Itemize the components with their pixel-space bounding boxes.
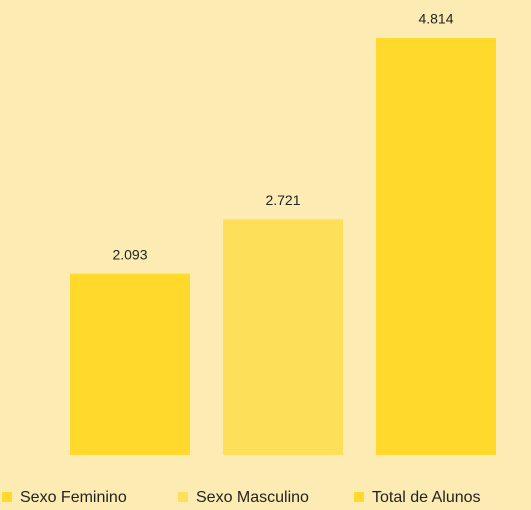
bar <box>376 38 496 455</box>
bar <box>223 219 343 455</box>
legend-label: Total de Alunos <box>372 489 481 506</box>
legend-label: Sexo Masculino <box>196 489 309 506</box>
legend-swatch <box>178 492 188 502</box>
legend-swatch <box>2 492 12 502</box>
bar <box>70 273 190 455</box>
legend-swatch <box>354 492 364 502</box>
data-label: 2.721 <box>265 192 300 208</box>
data-label: 2.093 <box>112 246 147 262</box>
data-label: 4.814 <box>418 11 453 27</box>
legend-label: Sexo Feminino <box>20 489 127 506</box>
